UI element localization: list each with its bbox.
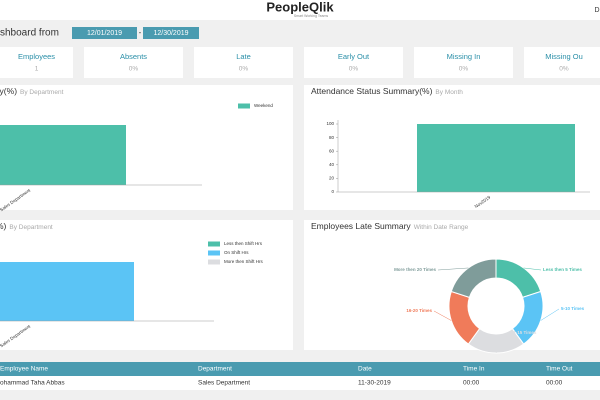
stat-label: Early Out bbox=[338, 52, 370, 61]
stat-value: 1 bbox=[35, 66, 39, 73]
user-menu[interactable]: D bbox=[594, 7, 599, 14]
table-cell: 00:00 bbox=[546, 380, 563, 387]
panel-title-text: Employees Late Summary bbox=[311, 221, 411, 231]
donut-slice bbox=[450, 258, 497, 298]
slice-label: 16-20 Times bbox=[406, 308, 432, 313]
stat-label: Employees bbox=[18, 52, 55, 61]
panel-title: %)By Department bbox=[0, 221, 53, 231]
label-leader bbox=[495, 332, 510, 354]
stat-value: 0% bbox=[559, 66, 569, 73]
date-separator: - bbox=[139, 28, 142, 37]
date-from-text: 12/01/2019 bbox=[87, 30, 122, 37]
panel bbox=[304, 220, 600, 350]
bar bbox=[0, 262, 134, 321]
legend-label: On Shift Hrs bbox=[224, 250, 249, 255]
stat-value: 0% bbox=[129, 66, 139, 73]
y-tick-label: 20 bbox=[329, 176, 335, 181]
slice-label: More then 20 Times bbox=[394, 267, 436, 272]
column-header: Employee Name bbox=[0, 366, 48, 373]
panel-title-text: %) bbox=[0, 221, 7, 231]
table-cell: Sales Department bbox=[198, 380, 250, 387]
column-header: Department bbox=[198, 366, 232, 373]
y-tick-label: 40 bbox=[329, 162, 335, 167]
legend-swatch bbox=[238, 103, 250, 109]
panel-subtitle: Within Date Range bbox=[414, 224, 469, 231]
panel-title-text: Attendance Status Summary(%) bbox=[311, 86, 433, 96]
column-header: Time In bbox=[463, 366, 485, 373]
date-from[interactable] bbox=[72, 27, 137, 39]
slice-label: Less then 5 Times bbox=[543, 267, 582, 272]
date-to[interactable] bbox=[143, 27, 199, 39]
column-header: Time Out bbox=[546, 366, 573, 373]
stat-card bbox=[524, 47, 600, 78]
table-cell: ohammad Taha Abbas bbox=[0, 380, 65, 387]
table-cell: 00:00 bbox=[463, 380, 480, 387]
panel-subtitle: By Department bbox=[20, 89, 64, 96]
stat-label: Missing Ou bbox=[545, 52, 583, 61]
stat-value: 0% bbox=[349, 66, 359, 73]
label-leader bbox=[523, 267, 542, 271]
table-cell: 11-30-2019 bbox=[358, 380, 391, 387]
slice-label: 5-10 Times bbox=[561, 306, 585, 311]
y-tick-label: 0 bbox=[331, 189, 334, 194]
slice-label: 11-15 Times bbox=[511, 330, 537, 335]
stat-value: 0% bbox=[459, 66, 469, 73]
y-tick-label: 100 bbox=[326, 121, 334, 126]
panel-subtitle: By Department bbox=[9, 224, 53, 231]
bar bbox=[417, 124, 575, 192]
legend-label: Less then Shift Hrs bbox=[224, 241, 263, 246]
y-tick-label: 60 bbox=[329, 148, 335, 153]
y-tick-label: 80 bbox=[329, 135, 335, 140]
bar bbox=[0, 125, 126, 185]
legend-label: Weekend bbox=[254, 103, 273, 108]
legend-swatch bbox=[208, 259, 220, 265]
filter-label: shboard from bbox=[0, 28, 59, 39]
stat-card bbox=[414, 47, 513, 78]
legend-swatch bbox=[208, 241, 220, 247]
panel-subtitle: By Month bbox=[435, 89, 463, 96]
tagline: Smart Working Teams bbox=[294, 14, 329, 18]
panel-title: ary(%)By Department bbox=[0, 86, 64, 96]
label-leader bbox=[540, 308, 560, 321]
legend-swatch bbox=[208, 250, 220, 256]
stat-label: Late bbox=[236, 52, 251, 61]
stat-card bbox=[84, 47, 183, 78]
content: Employees 1 Absents 0% Late 0% Early Out 0% Miss… bbox=[0, 47, 600, 390]
label-leader bbox=[437, 267, 469, 271]
column-header: Date bbox=[358, 366, 372, 373]
stat-value: 0% bbox=[239, 66, 249, 73]
table-header bbox=[0, 362, 600, 376]
stat-card bbox=[304, 47, 403, 78]
label-leader bbox=[433, 310, 452, 321]
panel-title-text: ary(%) bbox=[0, 86, 17, 96]
panel-title: Employees Late Summary Within Date Range bbox=[311, 221, 469, 231]
top-bar bbox=[0, 0, 600, 20]
stat-label: Missing In bbox=[447, 52, 481, 61]
stat-card bbox=[0, 47, 73, 78]
table-row bbox=[0, 376, 600, 390]
date-to-text: 12/30/2019 bbox=[153, 30, 188, 37]
legend-label: More then Shift Hrs bbox=[224, 259, 264, 264]
panel-title: Attendance Status Summary(%) By Month bbox=[311, 86, 463, 96]
stat-label: Absents bbox=[120, 52, 147, 61]
logo: PeopleQlik bbox=[266, 0, 334, 14]
stat-card bbox=[194, 47, 293, 78]
